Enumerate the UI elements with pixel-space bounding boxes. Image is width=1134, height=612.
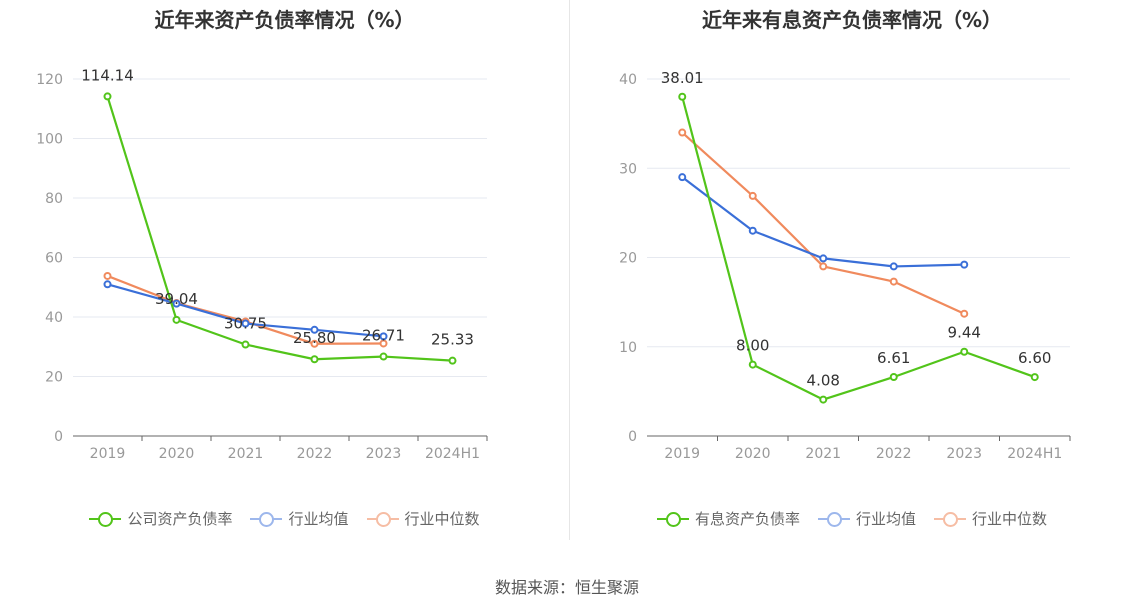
x-tick-label: 2024H1: [425, 446, 480, 462]
y-tick-label: 0: [54, 429, 63, 445]
data-point: [748, 191, 757, 200]
data-point: [379, 339, 388, 348]
data-point: [172, 315, 181, 324]
legend-right: 有息资产负债率 行业均值 行业中位数: [570, 508, 1134, 529]
legend-marker-icon: [366, 511, 399, 527]
data-point: [172, 299, 181, 308]
data-point: [960, 260, 969, 269]
data-label: 114.14: [81, 66, 134, 84]
y-tick-label: 0: [628, 429, 637, 445]
series-line: [681, 176, 965, 268]
line-chart-left: 0 20 40 60 80 100 120 2019 2020 2021 2022 2023 2024H…: [36, 66, 488, 462]
legend-item[interactable]: 行业均值: [817, 508, 916, 529]
legend-label: 行业中位数: [972, 510, 1048, 528]
x-tick-label: 2020: [735, 446, 771, 462]
x-tick-label: 2019: [90, 446, 126, 462]
legend-marker-icon: [89, 511, 122, 527]
data-label: 30.75: [224, 315, 267, 333]
series-line: [681, 96, 1036, 401]
data-point: [310, 325, 319, 334]
legend-marker-icon: [817, 511, 850, 527]
y-tick-label: 20: [45, 370, 63, 386]
data-point: [889, 277, 898, 286]
x-tick-label: 2023: [366, 446, 402, 462]
data-point: [748, 226, 757, 235]
legend-item[interactable]: 行业中位数: [366, 508, 480, 529]
data-label: 26.71: [362, 327, 405, 345]
legend-label: 行业均值: [855, 510, 916, 528]
y-tick-label: 40: [45, 310, 63, 326]
data-point: [379, 332, 388, 341]
legend-item[interactable]: 行业中位数: [934, 508, 1047, 529]
data-point: [241, 319, 250, 328]
legend-label: 行业中位数: [404, 510, 480, 528]
chart-panel-left: 近年来资产负债率情况（%） 0 20 40 60 80 100 120 2019 2020 202…: [0, 0, 569, 560]
x-tick-label: 2019: [664, 446, 700, 462]
legend-marker-icon: [250, 511, 283, 527]
chart-title: 近年来资产负债率情况（%）: [154, 8, 415, 32]
data-source-note: 数据来源：恒生聚源: [494, 578, 639, 597]
data-point: [819, 262, 828, 271]
chart-title: 近年来有息资产负债率情况（%）: [701, 8, 1003, 32]
series-line: [106, 96, 453, 362]
x-tick-label: 2021: [805, 446, 841, 462]
data-label: 8.00: [736, 337, 769, 355]
data-point: [678, 173, 687, 182]
x-tick-label: 2024H1: [1007, 446, 1062, 462]
legend-label: 行业均值: [288, 510, 349, 528]
data-label: 6.60: [1018, 349, 1051, 367]
data-point: [960, 347, 969, 356]
legend-label: 有息资产负债率: [694, 510, 800, 528]
data-point: [448, 356, 457, 365]
data-label: 9.44: [948, 324, 981, 342]
legend-marker-icon: [656, 511, 689, 527]
x-tick-label: 2022: [876, 446, 912, 462]
data-label: 4.08: [807, 372, 840, 390]
data-label: 6.61: [877, 349, 910, 367]
y-tick-label: 60: [45, 251, 63, 267]
data-point: [1030, 373, 1039, 382]
data-point: [748, 360, 757, 369]
legend-item[interactable]: 公司资产负债率: [89, 508, 232, 529]
data-label: 39.04: [155, 290, 198, 308]
line-chart-right: 0 10 20 30 40 2019 2020 2021 2022 2023 2024H1 38.01…: [619, 69, 1071, 462]
data-point: [889, 262, 898, 271]
y-tick-label: 100: [36, 132, 63, 148]
data-point: [819, 254, 828, 263]
legend-item[interactable]: 行业均值: [250, 508, 349, 529]
x-tick-label: 2021: [228, 446, 264, 462]
data-point: [678, 128, 687, 137]
data-point: [960, 309, 969, 318]
data-point: [310, 339, 319, 348]
data-point: [819, 395, 828, 404]
chart-panel-right: 近年来有息资产负债率情况（%） 0 10 20 30 40 2019 2020 2021 202…: [570, 0, 1134, 560]
data-point: [379, 352, 388, 361]
y-tick-label: 10: [619, 340, 637, 356]
y-tick-label: 120: [36, 72, 63, 88]
data-point: [103, 280, 112, 289]
legend-item[interactable]: 有息资产负债率: [656, 508, 800, 529]
y-tick-label: 20: [619, 251, 637, 267]
data-point: [889, 373, 898, 382]
data-label: 25.33: [431, 331, 474, 349]
x-tick-label: 2023: [946, 446, 982, 462]
legend-label: 公司资产负债率: [127, 510, 233, 528]
series-line: [107, 274, 384, 345]
legend-marker-icon: [934, 511, 966, 527]
data-point: [310, 355, 319, 364]
y-tick-label: 30: [619, 161, 637, 177]
series-line: [681, 131, 965, 315]
data-label: 25.80: [293, 329, 336, 347]
data-label: 38.01: [661, 69, 704, 87]
panel-divider: [569, 0, 570, 540]
data-point: [103, 92, 112, 101]
legend-left: 公司资产负债率 行业均值 行业中位数: [0, 508, 569, 529]
y-tick-label: 80: [45, 191, 63, 207]
data-point: [678, 92, 687, 101]
x-tick-label: 2022: [297, 446, 333, 462]
y-tick-label: 40: [619, 72, 637, 88]
x-tick-label: 2020: [159, 446, 195, 462]
data-point: [241, 340, 250, 349]
data-point: [103, 271, 112, 280]
